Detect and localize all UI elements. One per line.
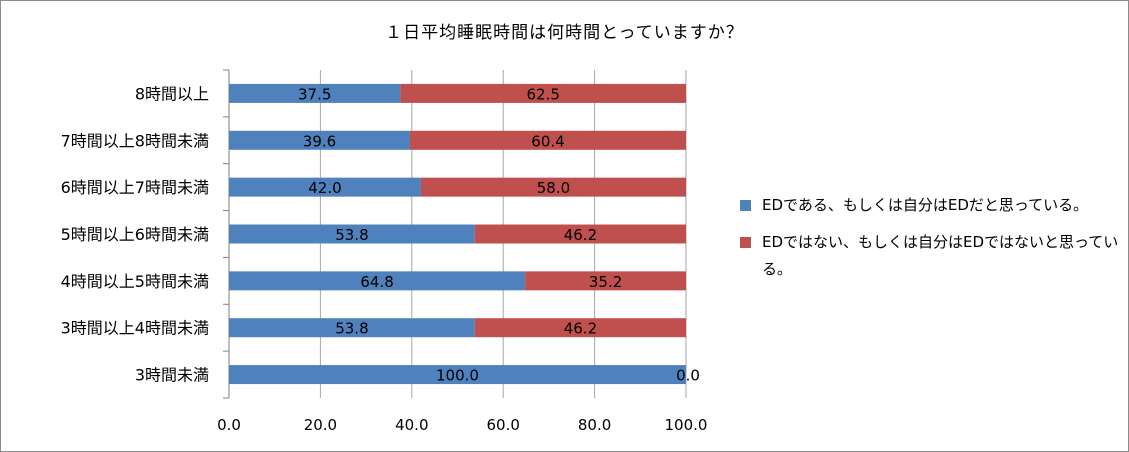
bar-ed [229, 83, 401, 103]
x-tick-label: 80.0 [578, 416, 611, 434]
legend-label-not-ed: EDではない、もしくは自分はEDではないと思っている。 [762, 233, 1119, 278]
data-label: 53.8 [335, 320, 368, 338]
category-label: 5時間以上6時間未満 [61, 225, 209, 244]
bar-not-ed [409, 130, 686, 150]
x-tick-label: 20.0 [304, 416, 337, 434]
bar-not-ed [400, 83, 686, 103]
legend-swatch-ed [740, 200, 751, 211]
bar-not-ed [474, 224, 686, 244]
chart-title: １日平均睡眠時間は何時間とっていますか？ [385, 23, 744, 43]
data-label: 39.6 [303, 132, 336, 150]
data-label: 42.0 [308, 179, 341, 197]
legend-entry-ed: EDである、もしくは自分はEDだと思っている。 [740, 192, 1120, 219]
bar-ed [229, 271, 526, 291]
legend-label-ed: EDである、もしくは自分はEDだと思っている。 [762, 196, 1089, 214]
bar-not-ed [525, 271, 686, 291]
bar-not-ed [474, 318, 686, 338]
bar-ed [229, 224, 475, 244]
legend-entry-not-ed: EDではない、もしくは自分はEDではないと思っている。 [740, 229, 1120, 283]
legend: EDである、もしくは自分はEDだと思っている。 EDではない、もしくは自分はED… [740, 192, 1120, 293]
bar-ed [229, 177, 421, 197]
bar-ed [229, 365, 686, 385]
category-label: 4時間以上5時間未満 [61, 272, 209, 291]
data-label: 37.5 [298, 85, 331, 103]
x-tick-label: 40.0 [395, 416, 428, 434]
category-label: 3時間以上4時間未満 [61, 319, 209, 338]
category-label: 3時間未満 [135, 366, 209, 385]
data-label: 60.4 [531, 132, 564, 150]
bar-not-ed [420, 177, 686, 197]
x-tick-label: 60.0 [486, 416, 519, 434]
data-label: 35.2 [589, 273, 622, 291]
legend-swatch-not-ed [740, 237, 751, 248]
data-label: 0.0 [676, 367, 700, 385]
data-label: 62.5 [526, 85, 559, 103]
data-label: 46.2 [564, 320, 597, 338]
category-label: 8時間以上 [135, 84, 209, 103]
data-label: 46.2 [564, 226, 597, 244]
bar-ed [229, 130, 410, 150]
x-tick-label: 0.0 [217, 416, 241, 434]
category-label: 6時間以上7時間未満 [61, 178, 209, 197]
data-label: 64.8 [360, 273, 393, 291]
category-label: 7時間以上8時間未満 [61, 131, 209, 150]
data-label: 58.0 [537, 179, 570, 197]
data-label: 100.0 [436, 367, 479, 385]
data-label: 53.8 [335, 226, 368, 244]
x-tick-label: 100.0 [665, 416, 708, 434]
bar-ed [229, 318, 475, 338]
